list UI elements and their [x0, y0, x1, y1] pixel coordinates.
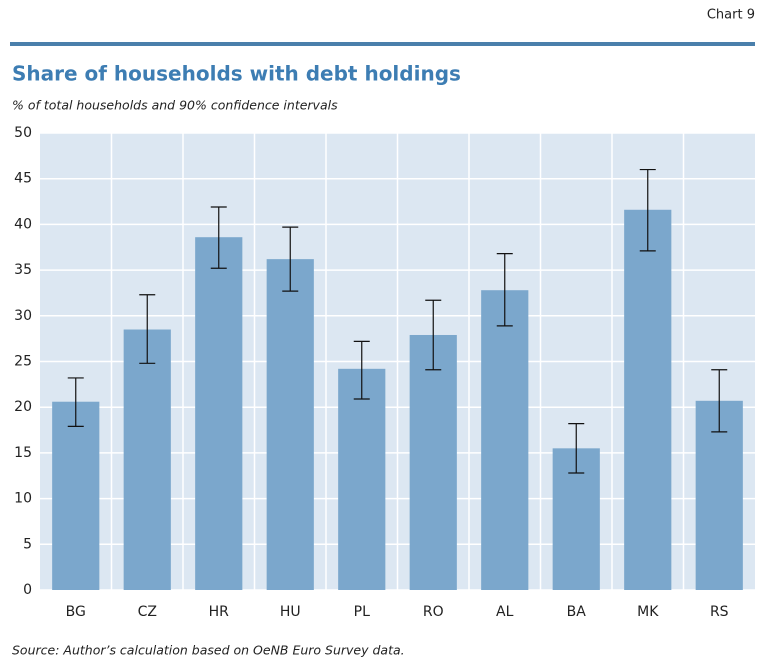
x-tick-label: AL [496, 604, 514, 620]
x-tick-label: BG [66, 604, 86, 620]
x-tick-label: HU [280, 604, 301, 620]
y-tick-label: 15 [14, 445, 32, 461]
bar [123, 329, 171, 590]
bar [409, 334, 457, 590]
chart-subtitle: % of total households and 90% confidence… [12, 98, 338, 113]
x-tick-label: MK [637, 604, 659, 620]
bar [266, 259, 314, 590]
y-tick-label: 45 [14, 171, 32, 187]
y-tick-label: 35 [14, 262, 32, 278]
y-tick-label: 5 [23, 536, 32, 552]
y-tick-label: 10 [14, 491, 32, 507]
header-rule [10, 42, 755, 46]
bar [338, 368, 386, 590]
bar [52, 401, 100, 590]
x-tick-label: PL [354, 604, 370, 620]
chart-title: Share of households with debt holdings [12, 62, 461, 86]
y-tick-label: 25 [14, 354, 32, 370]
bar [624, 209, 672, 590]
x-tick-label: RS [710, 604, 729, 620]
source-note: Source: Author’s calculation based on Oe… [12, 643, 405, 658]
x-tick-label: BA [567, 604, 587, 620]
y-tick-label: 50 [14, 125, 32, 141]
y-tick-label: 40 [14, 216, 32, 232]
y-tick-label: 20 [14, 399, 32, 415]
x-tick-label: RO [423, 604, 444, 620]
y-tick-label: 0 [23, 582, 32, 598]
y-tick-label: 30 [14, 308, 32, 324]
x-tick-label: CZ [138, 604, 157, 620]
x-tick-label: HR [209, 604, 230, 620]
bar [481, 290, 529, 590]
chart-number: Chart 9 [707, 8, 755, 23]
bar [195, 237, 243, 591]
